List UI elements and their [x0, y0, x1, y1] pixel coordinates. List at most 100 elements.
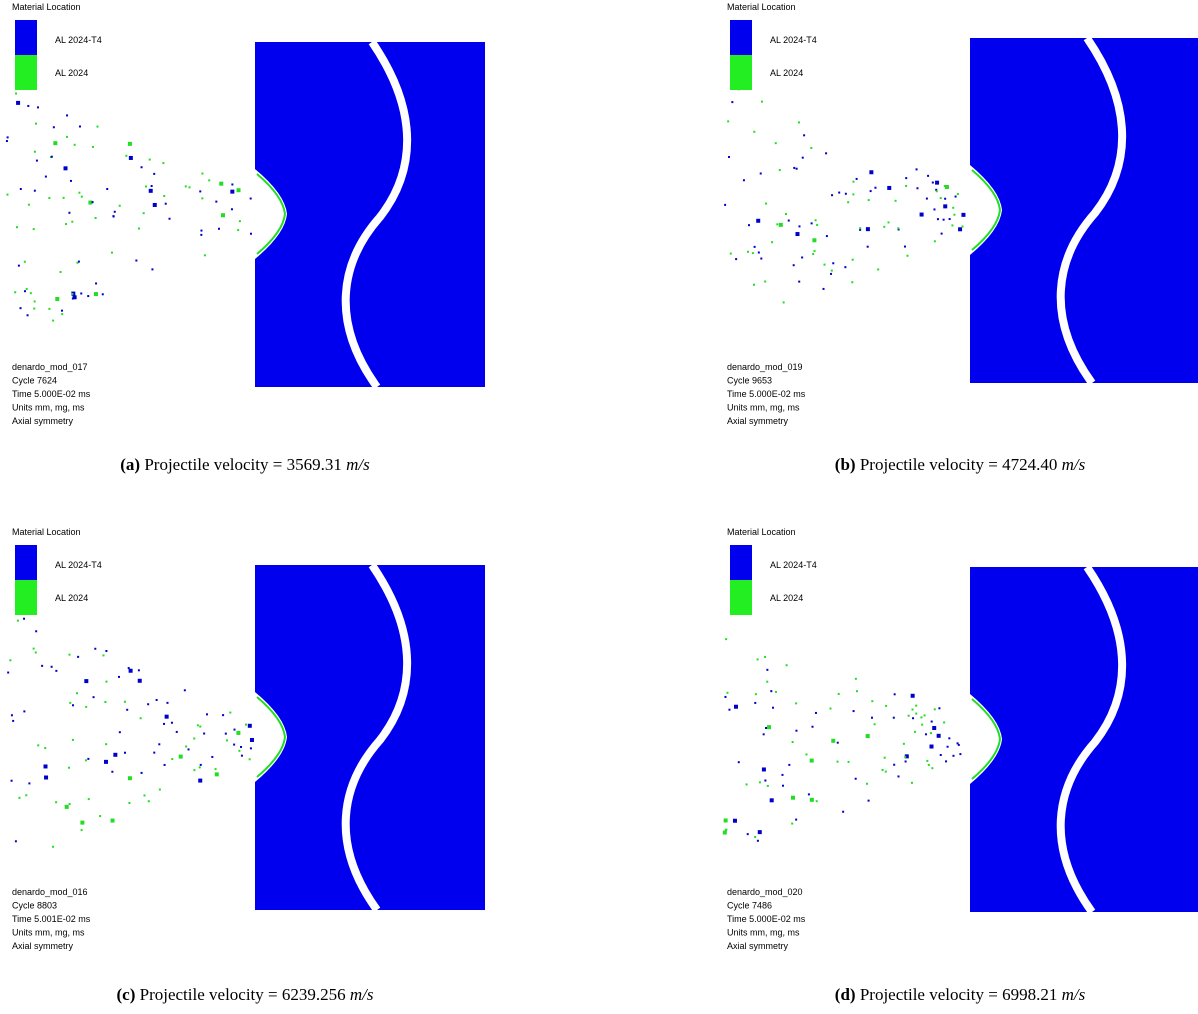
debris	[915, 713, 917, 715]
debris	[855, 778, 857, 780]
debris	[869, 170, 873, 174]
debris	[912, 717, 914, 719]
debris	[171, 722, 173, 724]
debris	[55, 297, 59, 301]
debris	[756, 219, 760, 223]
debris	[754, 836, 756, 838]
debris	[802, 157, 804, 159]
debris	[9, 659, 11, 661]
debris	[943, 219, 945, 221]
debris	[911, 782, 913, 784]
debris	[189, 186, 191, 188]
debris	[229, 712, 231, 714]
debris	[14, 291, 16, 293]
debris	[140, 717, 142, 719]
legend-title: Material Location	[12, 527, 81, 537]
legend-label: AL 2024	[55, 68, 88, 78]
debris	[930, 732, 932, 734]
debris	[949, 218, 951, 220]
debris	[28, 782, 30, 784]
debris	[952, 207, 954, 209]
panel: Material LocationAL 2024-T4AL 2024denard…	[723, 527, 1198, 1004]
debris	[200, 764, 202, 766]
debris	[16, 101, 20, 105]
debris	[915, 705, 917, 707]
debris	[823, 288, 825, 290]
debris	[760, 258, 762, 260]
debris	[753, 131, 755, 133]
debris	[771, 241, 773, 243]
debris	[158, 743, 160, 745]
debris	[238, 750, 240, 752]
caption-label: (d)	[835, 985, 856, 1004]
debris	[128, 802, 130, 804]
debris	[193, 738, 195, 740]
debris	[105, 650, 107, 652]
debris	[169, 218, 171, 220]
debris	[724, 696, 726, 698]
debris	[52, 846, 54, 848]
debris	[30, 292, 32, 294]
debris	[908, 715, 910, 717]
debris	[826, 235, 828, 237]
debris	[796, 168, 798, 170]
debris	[93, 696, 95, 698]
debris	[250, 738, 254, 742]
debris	[757, 658, 759, 660]
debris	[747, 251, 749, 253]
debris	[759, 781, 761, 783]
debris	[104, 701, 106, 703]
legend-swatch	[15, 580, 37, 615]
debris	[105, 743, 107, 745]
legend-label: AL 2024	[55, 593, 88, 603]
debris	[788, 764, 790, 766]
debris	[816, 800, 818, 802]
debris	[781, 774, 783, 776]
caption-label: (c)	[117, 985, 136, 1004]
debris	[856, 178, 858, 180]
legend-swatch	[15, 545, 37, 580]
debris	[810, 147, 812, 149]
debris	[772, 707, 774, 709]
debris	[104, 760, 108, 764]
debris	[955, 196, 957, 198]
debris	[938, 707, 940, 709]
debris	[888, 221, 890, 223]
debris	[905, 177, 907, 179]
debris	[125, 155, 127, 157]
debris	[844, 266, 846, 268]
debris	[96, 126, 98, 128]
debris	[961, 213, 965, 217]
debris	[883, 226, 885, 228]
debris	[905, 185, 907, 187]
debris	[226, 739, 228, 741]
debris	[808, 793, 810, 795]
debris	[957, 193, 959, 195]
debris	[935, 181, 939, 185]
debris	[23, 618, 25, 620]
debris	[65, 223, 67, 225]
legend-label: AL 2024-T4	[55, 35, 102, 45]
debris	[234, 729, 236, 731]
debris	[95, 282, 97, 284]
caption-text: Projectile velocity = 6998.21	[860, 985, 1058, 1004]
debris	[225, 733, 227, 735]
debris	[249, 758, 251, 760]
info-line: Axial symmetry	[727, 416, 789, 426]
debris	[943, 721, 945, 723]
caption: (d) Projectile velocity = 6998.21 m/s	[835, 985, 1086, 1004]
debris	[165, 715, 169, 719]
debris	[52, 320, 54, 322]
debris	[219, 182, 223, 186]
info-line: denardo_mod_019	[727, 362, 803, 372]
debris	[53, 141, 57, 145]
panel: Material LocationAL 2024-T4AL 2024denard…	[7, 527, 485, 1004]
debris	[747, 833, 749, 835]
caption-text: Projectile velocity = 4724.40	[860, 455, 1058, 474]
debris	[102, 293, 104, 295]
debris	[735, 258, 737, 260]
debris	[18, 265, 20, 267]
info-line: Units mm, mg, ms	[12, 403, 85, 413]
debris	[852, 193, 854, 195]
debris	[95, 217, 97, 219]
